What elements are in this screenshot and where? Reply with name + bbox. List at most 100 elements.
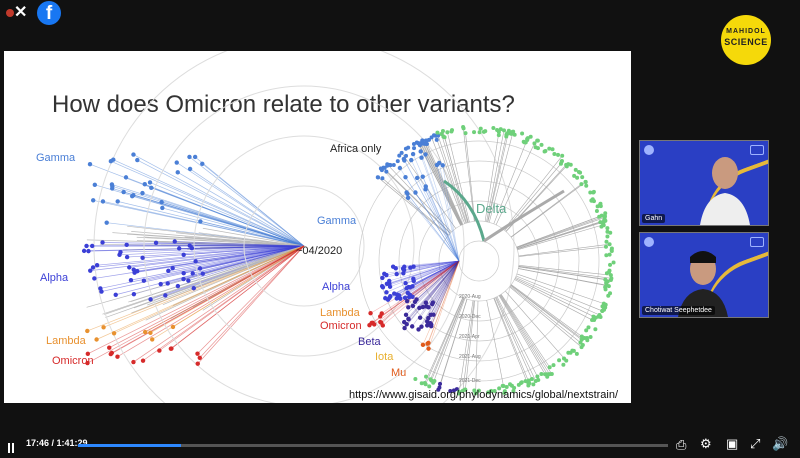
tree-tip xyxy=(387,296,391,300)
tree-tip xyxy=(418,315,422,319)
tree-tip xyxy=(416,327,420,331)
tree-tip xyxy=(150,337,154,341)
tree-tip xyxy=(115,355,119,359)
tree-tip xyxy=(608,253,612,257)
settings-gear-icon[interactable]: ⚙ xyxy=(700,437,712,451)
camera-badge-icon xyxy=(750,237,764,247)
tree-tip xyxy=(597,215,601,219)
tree-tip xyxy=(529,135,533,139)
facebook-icon[interactable]: f xyxy=(37,1,61,25)
tree-tip xyxy=(598,203,602,207)
tree-tip xyxy=(198,219,202,223)
tree-tip xyxy=(166,281,170,285)
tree-branch xyxy=(517,221,605,249)
tree-branch xyxy=(519,244,610,256)
right-label-iota: Iota xyxy=(375,351,393,363)
fullscreen-icon[interactable]: ⤢ xyxy=(750,437,760,451)
presentation-slide: How does Omicron relate to other variant… xyxy=(4,51,631,403)
tree-tip xyxy=(580,175,584,179)
tree-tip xyxy=(501,384,505,388)
tree-branch xyxy=(433,298,465,382)
tree-tip xyxy=(424,300,428,304)
tree-tip xyxy=(93,183,97,187)
tree-tip xyxy=(101,325,105,329)
left-label-lambda: Lambda xyxy=(46,335,86,347)
tree-tip xyxy=(392,163,396,167)
tree-tip xyxy=(181,271,185,275)
tree-tip xyxy=(163,293,167,297)
tree-tip xyxy=(142,279,146,283)
tree-tip xyxy=(552,363,556,367)
tree-tip xyxy=(148,297,152,301)
tick-2020-aug: 2020-Aug xyxy=(459,294,481,300)
tree-tip xyxy=(140,256,144,260)
tree-tip xyxy=(92,276,96,280)
tree-tip xyxy=(148,180,152,184)
tree-tip xyxy=(95,263,99,267)
tree-tip xyxy=(584,184,588,188)
progress-bar-fill xyxy=(78,444,181,447)
tree-tip xyxy=(411,304,415,308)
tree-tip xyxy=(143,182,147,186)
participant-avatar xyxy=(700,151,750,225)
tree-tip xyxy=(438,382,442,386)
tree-tip xyxy=(82,249,86,253)
tree-tip xyxy=(603,219,607,223)
tree-tip xyxy=(176,284,180,288)
tree-tip xyxy=(406,305,410,309)
tree-branch xyxy=(404,160,459,261)
tree-tip xyxy=(435,138,439,142)
miniplayer-icon[interactable]: ▣ xyxy=(726,437,738,451)
tree-tip xyxy=(391,264,395,268)
tree-tip xyxy=(410,324,414,328)
channel-logo-icon xyxy=(6,9,14,17)
tree-tip xyxy=(421,175,425,179)
tree-branch xyxy=(417,178,459,261)
participant-video-tile[interactable]: Gahn xyxy=(639,140,769,226)
tree-branch xyxy=(515,277,599,315)
tree-tip xyxy=(170,266,174,270)
tree-tip xyxy=(603,211,607,215)
tree-tip xyxy=(429,377,433,381)
tree-tip xyxy=(540,143,544,147)
tree-tip xyxy=(575,352,579,356)
tree-tip xyxy=(186,278,190,282)
tree-tip xyxy=(602,223,606,227)
tree-tip xyxy=(580,345,584,349)
tree-tip xyxy=(520,380,524,384)
tree-tip xyxy=(124,243,128,247)
tree-tip xyxy=(472,130,476,134)
tree-tip xyxy=(135,269,139,273)
participant-video-tile[interactable]: Chotiwat Seephetdee xyxy=(639,232,769,318)
tree-tip xyxy=(560,154,564,158)
close-icon[interactable]: ✕ xyxy=(14,4,27,22)
tree-branch xyxy=(511,285,582,339)
tree-tip xyxy=(548,365,552,369)
tree-tip xyxy=(511,130,515,134)
volume-icon[interactable]: 🔊 xyxy=(772,437,788,451)
tree-branch xyxy=(500,295,549,374)
tree-branch xyxy=(517,225,603,250)
org-badge-icon xyxy=(644,145,654,155)
tree-tip xyxy=(198,356,202,360)
pause-icon[interactable] xyxy=(8,440,16,450)
tree-tip xyxy=(427,384,431,388)
tree-tip xyxy=(505,131,509,135)
tree-tip xyxy=(129,278,133,282)
right-tree-time-arcs xyxy=(359,141,599,381)
tree-tip xyxy=(608,242,612,246)
tree-tip xyxy=(535,375,539,379)
captions-icon[interactable]: ⎙ xyxy=(676,438,686,452)
tree-tip xyxy=(491,126,495,130)
tree-tip xyxy=(127,265,131,269)
tree-tip xyxy=(188,167,192,171)
tree-tip xyxy=(195,351,199,355)
tree-tip xyxy=(478,130,482,134)
tree-tip xyxy=(177,246,181,250)
left-tree xyxy=(84,155,304,364)
tree-tip xyxy=(426,341,430,345)
tree-tip xyxy=(604,253,608,257)
tree-tip xyxy=(575,176,579,180)
top-bar xyxy=(0,0,800,28)
tree-tip xyxy=(86,249,90,253)
